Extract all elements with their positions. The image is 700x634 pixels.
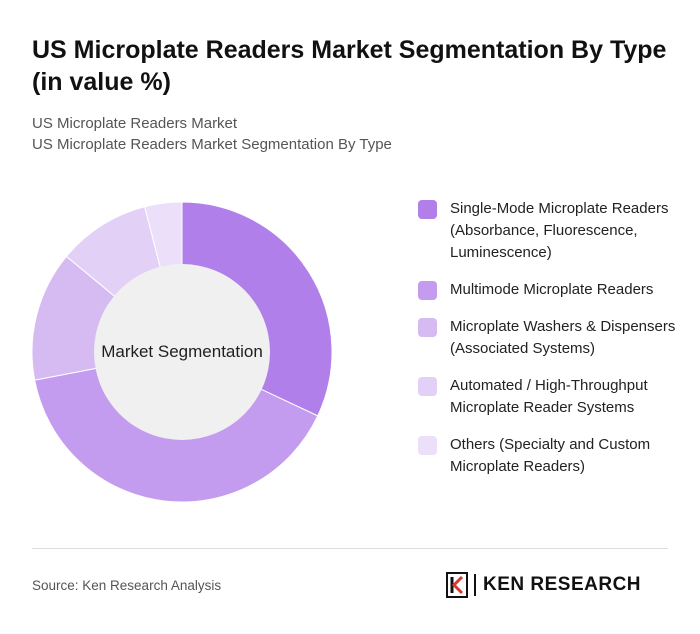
legend-label: Microplate Washers & Dispensers (Associa…: [450, 318, 676, 357]
legend-item-others: Others (Specialty and Custom Microplate …: [418, 434, 680, 478]
legend-swatch: [418, 377, 437, 396]
legend-label: Single-Mode Microplate Readers (Absorban…: [450, 200, 669, 261]
donut-chart-svg: [31, 201, 333, 503]
subtitle-line-segmentation: US Microplate Readers Market Segmentatio…: [32, 136, 392, 153]
donut-center: [94, 264, 270, 440]
brand-name: KEN RESEARCH: [483, 574, 642, 595]
legend-label: Multimode Microplate Readers: [450, 281, 654, 298]
legend-swatch: [418, 281, 437, 300]
subtitle: US Microplate Readers Market US Micropla…: [32, 113, 652, 155]
legend-label: Others (Specialty and Custom Microplate …: [450, 436, 651, 475]
legend-swatch: [418, 436, 437, 455]
chart-title: US Microplate Readers Market Segmentatio…: [32, 36, 667, 96]
legend-item-multimode: Multimode Microplate Readers: [418, 279, 680, 301]
source-note: Source: Ken Research Analysis: [32, 578, 222, 593]
legend-item-single-mode: Single-Mode Microplate Readers (Absorban…: [418, 198, 680, 264]
legend: Single-Mode Microplate Readers (Absorban…: [418, 198, 680, 493]
footer-divider: [32, 548, 668, 549]
ken-research-logo-icon: [446, 572, 468, 598]
legend-swatch: [418, 200, 437, 219]
legend-item-automated-high-throughput: Automated / High-Throughput Microplate R…: [418, 375, 680, 419]
legend-item-washers-dispensers: Microplate Washers & Dispensers (Associa…: [418, 316, 680, 360]
brand-separator: [474, 574, 476, 596]
subtitle-line-market: US Microplate Readers Market: [32, 115, 238, 132]
brand-logo: KEN RESEARCH: [446, 571, 641, 599]
legend-label: Automated / High-Throughput Microplate R…: [450, 377, 648, 416]
legend-swatch: [418, 318, 437, 337]
donut-chart: Market Segmentation: [30, 200, 334, 504]
